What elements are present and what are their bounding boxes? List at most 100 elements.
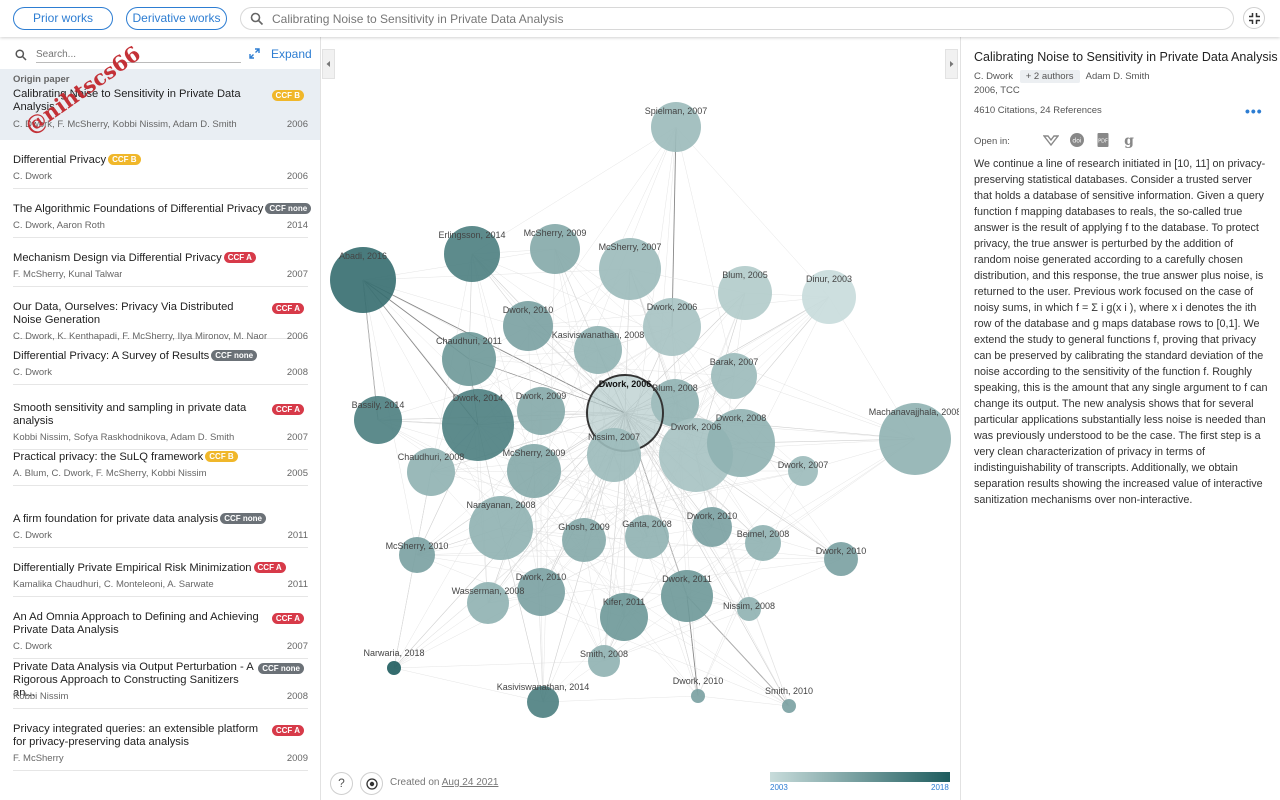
graph-node[interactable] — [330, 247, 396, 313]
graph-node[interactable] — [444, 226, 500, 282]
open-in-label: Open in: — [974, 136, 1010, 147]
created-label: Created on — [390, 777, 440, 788]
paper-year: 2014 — [286, 220, 308, 231]
more-options-icon[interactable]: ••• — [1245, 103, 1263, 119]
target-icon — [365, 778, 378, 790]
paper-year: 2006 — [286, 171, 308, 182]
ccf-badge: CCF B — [205, 451, 238, 462]
graph-node-label: Erlingsson, 2014 — [438, 230, 505, 240]
graph-node[interactable] — [517, 387, 565, 435]
graph-node[interactable] — [782, 699, 796, 713]
collapse-right-toggle[interactable] — [945, 49, 958, 79]
graph-node-label: Nissim, 2008 — [723, 601, 775, 611]
google-scholar-icon[interactable]: g — [1121, 132, 1137, 148]
graph-node[interactable] — [407, 448, 455, 496]
graph-node[interactable] — [661, 570, 713, 622]
graph-node[interactable] — [442, 389, 514, 461]
paper-list-item[interactable]: Differentially Private Empirical Risk Mi… — [13, 548, 308, 597]
graph-node[interactable] — [691, 689, 705, 703]
expand-icon[interactable] — [249, 48, 260, 59]
graph-node[interactable] — [467, 582, 509, 624]
paper-list-item[interactable]: Differential Privacy: A Survey of Result… — [13, 336, 308, 385]
author-link[interactable]: Adam D. Smith — [1085, 71, 1150, 82]
graph-node[interactable] — [707, 409, 775, 477]
graph-node[interactable] — [737, 597, 761, 621]
graph-node[interactable] — [469, 496, 533, 560]
graph-node-label: Dwork, 2010 — [503, 305, 554, 315]
more-authors-button[interactable]: + 2 authors — [1019, 70, 1080, 83]
graph-node[interactable] — [824, 542, 858, 576]
paper-list-item[interactable]: A firm foundation for private data analy… — [13, 499, 308, 548]
graph-node[interactable] — [562, 518, 606, 562]
paper-list-item[interactable]: Private Data Analysis via Output Perturb… — [13, 647, 308, 709]
graph-node[interactable] — [600, 593, 648, 641]
graph-node[interactable] — [745, 525, 781, 561]
graph-node[interactable] — [503, 301, 553, 351]
paper-list-item[interactable]: An Ad Omnia Approach to Defining and Ach… — [13, 597, 308, 659]
paper-year: 2007 — [286, 432, 308, 443]
graph-node[interactable] — [788, 456, 818, 486]
origin-paper-item[interactable]: Origin paper Calibrating Noise to Sensit… — [0, 69, 320, 140]
graph-edge — [697, 542, 764, 697]
graph-node[interactable] — [587, 428, 641, 482]
graph-node[interactable] — [399, 537, 435, 573]
graph-node[interactable] — [507, 444, 561, 498]
top-bar: Prior works Derivative works Calibrating… — [0, 0, 1280, 37]
semantic-scholar-icon[interactable] — [1043, 132, 1059, 148]
graph-node[interactable] — [354, 396, 402, 444]
paper-title: Practical privacy: the SuLQ framework — [13, 451, 204, 463]
citation-graph[interactable]: Spielman, 2007 Erlingsson, 2014 McSherry, … — [322, 37, 959, 800]
graph-node[interactable] — [718, 266, 772, 320]
collapse-left-toggle[interactable] — [322, 49, 335, 79]
graph-node[interactable] — [802, 270, 856, 324]
graph-canvas[interactable]: Spielman, 2007 Erlingsson, 2014 McSherry, … — [322, 37, 959, 762]
graph-edge — [362, 279, 599, 351]
graph-node[interactable] — [879, 403, 951, 475]
paper-search-bar[interactable]: Calibrating Noise to Sensitivity in Priv… — [240, 7, 1234, 30]
fullscreen-exit-button[interactable] — [1243, 7, 1265, 29]
paper-list-item[interactable]: Privacy integrated queries: an extensibl… — [13, 709, 308, 771]
paper-title-line: Practical privacy: the SuLQ framework CCF… — [13, 451, 238, 464]
graph-node[interactable] — [588, 645, 620, 677]
doi-icon[interactable]: doi — [1069, 132, 1085, 148]
graph-node[interactable] — [442, 332, 496, 386]
graph-edge — [613, 454, 699, 697]
graph-node[interactable] — [599, 238, 661, 300]
graph-node-label: Dwork, 2007 — [778, 460, 829, 470]
help-button[interactable]: ? — [330, 772, 353, 795]
graph-node[interactable] — [711, 353, 757, 399]
paper-list-item[interactable]: Mechanism Design via Differential Privac… — [13, 238, 308, 287]
created-date-link[interactable]: Aug 24 2021 — [441, 777, 499, 788]
graph-edge — [675, 126, 830, 298]
graph-node[interactable] — [643, 298, 701, 356]
list-search-input[interactable] — [36, 46, 241, 63]
graph-node[interactable] — [527, 686, 559, 718]
paper-list-item[interactable]: Our Data, Ourselves: Privacy Via Distrib… — [13, 287, 308, 342]
graph-node[interactable] — [530, 224, 580, 274]
graph-node[interactable] — [692, 507, 732, 547]
paper-list-item[interactable]: The Algorithmic Foundations of Different… — [13, 189, 312, 238]
detail-authors: C. Dwork + 2 authors Adam D. Smith — [974, 70, 1150, 83]
detail-title: Calibrating Noise to Sensitivity in Priv… — [974, 50, 1278, 64]
paper-list-item[interactable]: Differential Privacy CCF B C. Dwork 2006 — [13, 140, 308, 189]
derivative-works-button[interactable]: Derivative works — [126, 7, 227, 30]
graph-node[interactable] — [651, 102, 701, 152]
graph-node[interactable] — [517, 568, 565, 616]
recenter-button[interactable] — [360, 772, 383, 795]
prior-works-button[interactable]: Prior works — [13, 7, 113, 30]
ccf-badge: CCF none — [265, 203, 312, 214]
expand-button[interactable]: Expand — [271, 47, 312, 61]
paper-list-item[interactable]: Smooth sensitivity and sampling in priva… — [13, 388, 308, 450]
graph-node[interactable] — [625, 515, 669, 559]
graph-node[interactable] — [574, 326, 622, 374]
paper-list-item[interactable]: Practical privacy: the SuLQ framework CCF… — [13, 437, 308, 486]
graph-edge — [671, 126, 677, 328]
paper-authors: F. McSherry — [13, 753, 64, 764]
graph-node[interactable] — [387, 661, 401, 675]
graph-edge — [695, 454, 790, 707]
pdf-icon[interactable]: PDF — [1095, 132, 1111, 148]
graph-edge — [393, 660, 605, 669]
paper-year: 2006 — [286, 331, 308, 342]
author-link[interactable]: C. Dwork — [974, 71, 1014, 82]
graph-edge — [416, 554, 842, 560]
